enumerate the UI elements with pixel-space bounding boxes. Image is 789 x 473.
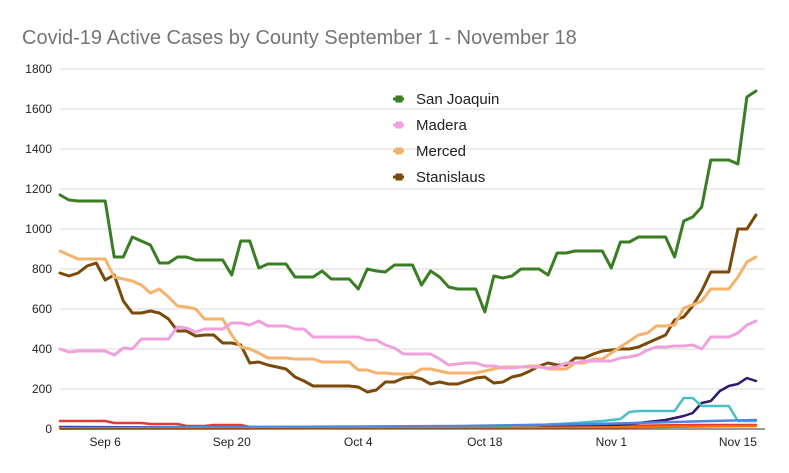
y-tick-label: 1200 [25, 182, 52, 196]
legend-label: Merced [416, 143, 466, 160]
y-tick-label: 200 [32, 382, 52, 396]
x-tick-label: Oct 4 [344, 435, 373, 449]
series-line-madera [58, 319, 758, 370]
legend: San Joaquin Madera Merced Stanislaus [393, 91, 499, 186]
y-tick-label: 1400 [25, 142, 52, 156]
chart-title: Covid-19 Active Cases by County Septembe… [22, 27, 577, 49]
x-tick-label: Sep 6 [90, 435, 122, 449]
series-line-8 [58, 424, 758, 430]
legend-marker [395, 147, 403, 155]
y-tick-label: 400 [32, 342, 52, 356]
y-tick-label: 1800 [25, 62, 52, 76]
x-tick-label: Nov 15 [719, 435, 757, 449]
series-line-merced [58, 249, 758, 376]
legend-marker [395, 121, 403, 129]
y-tick-label: 1000 [25, 222, 52, 236]
x-tick-label: Oct 18 [467, 435, 503, 449]
y-tick-label: 600 [32, 302, 52, 316]
y-tick-label: 1600 [25, 102, 52, 116]
y-axis-ticks: 0 200 400 600 800 1000 1200 1400 1600 1800 [25, 62, 52, 436]
series-lines [58, 89, 758, 430]
gridlines [60, 68, 765, 390]
legend-label: San Joaquin [416, 91, 499, 108]
series-line-san-joaquin [58, 89, 758, 314]
legend-marker [395, 173, 403, 181]
x-tick-label: Sep 20 [213, 435, 251, 449]
series-line-7 [58, 418, 758, 430]
legend-marker [395, 95, 403, 103]
y-tick-label: 800 [32, 262, 52, 276]
legend-label: Stanislaus [416, 169, 485, 186]
legend-label: Madera [416, 117, 468, 134]
y-tick-label: 0 [45, 422, 52, 436]
x-axis-ticks: Sep 6 Sep 20 Oct 4 Oct 18 Nov 1 Nov 15 [90, 435, 758, 449]
x-tick-label: Nov 1 [596, 435, 628, 449]
